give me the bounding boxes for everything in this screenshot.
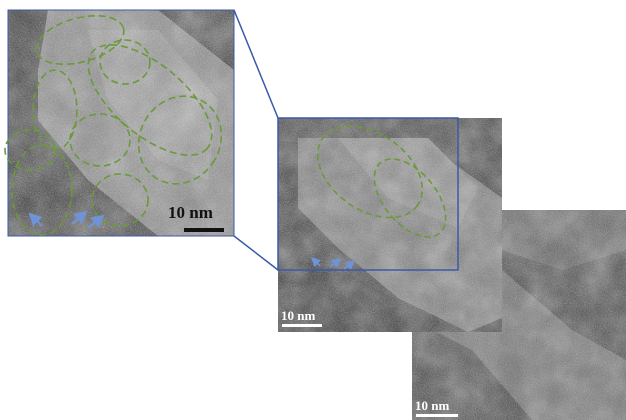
grain-outline bbox=[316, 125, 424, 219]
connector-line-top bbox=[233, 9, 279, 119]
micrograph-middle: 10 nm bbox=[278, 118, 502, 332]
scale-bar-middle bbox=[282, 324, 322, 327]
scale-bar-inset bbox=[184, 228, 224, 232]
arrow-icon bbox=[343, 260, 356, 270]
grain-outline bbox=[373, 158, 447, 238]
grain-outline bbox=[69, 113, 131, 167]
scale-bar-bottom bbox=[416, 414, 458, 417]
scale-label-inset: 10 nm bbox=[168, 203, 213, 222]
scale-label-middle: 10 nm bbox=[281, 308, 316, 323]
scale-label-bottom: 10 nm bbox=[415, 398, 450, 413]
arrow-icon bbox=[28, 212, 43, 227]
grain-outline bbox=[99, 39, 151, 85]
grain-outline bbox=[87, 44, 213, 156]
inset-border bbox=[7, 9, 235, 237]
arrow-icon bbox=[310, 256, 322, 268]
zoom-region-box bbox=[277, 117, 459, 271]
micrograph-inset: 10 nm bbox=[8, 10, 234, 236]
grain-outline bbox=[35, 14, 125, 66]
grain-outline bbox=[11, 144, 73, 236]
arrow-icon bbox=[329, 258, 342, 268]
arrow-icon bbox=[71, 210, 88, 225]
arrow-icon bbox=[87, 214, 105, 229]
grain-outline bbox=[91, 173, 149, 227]
grain-outline bbox=[137, 95, 223, 185]
grain-outline bbox=[4, 129, 56, 171]
connector-line-bottom bbox=[233, 235, 279, 271]
